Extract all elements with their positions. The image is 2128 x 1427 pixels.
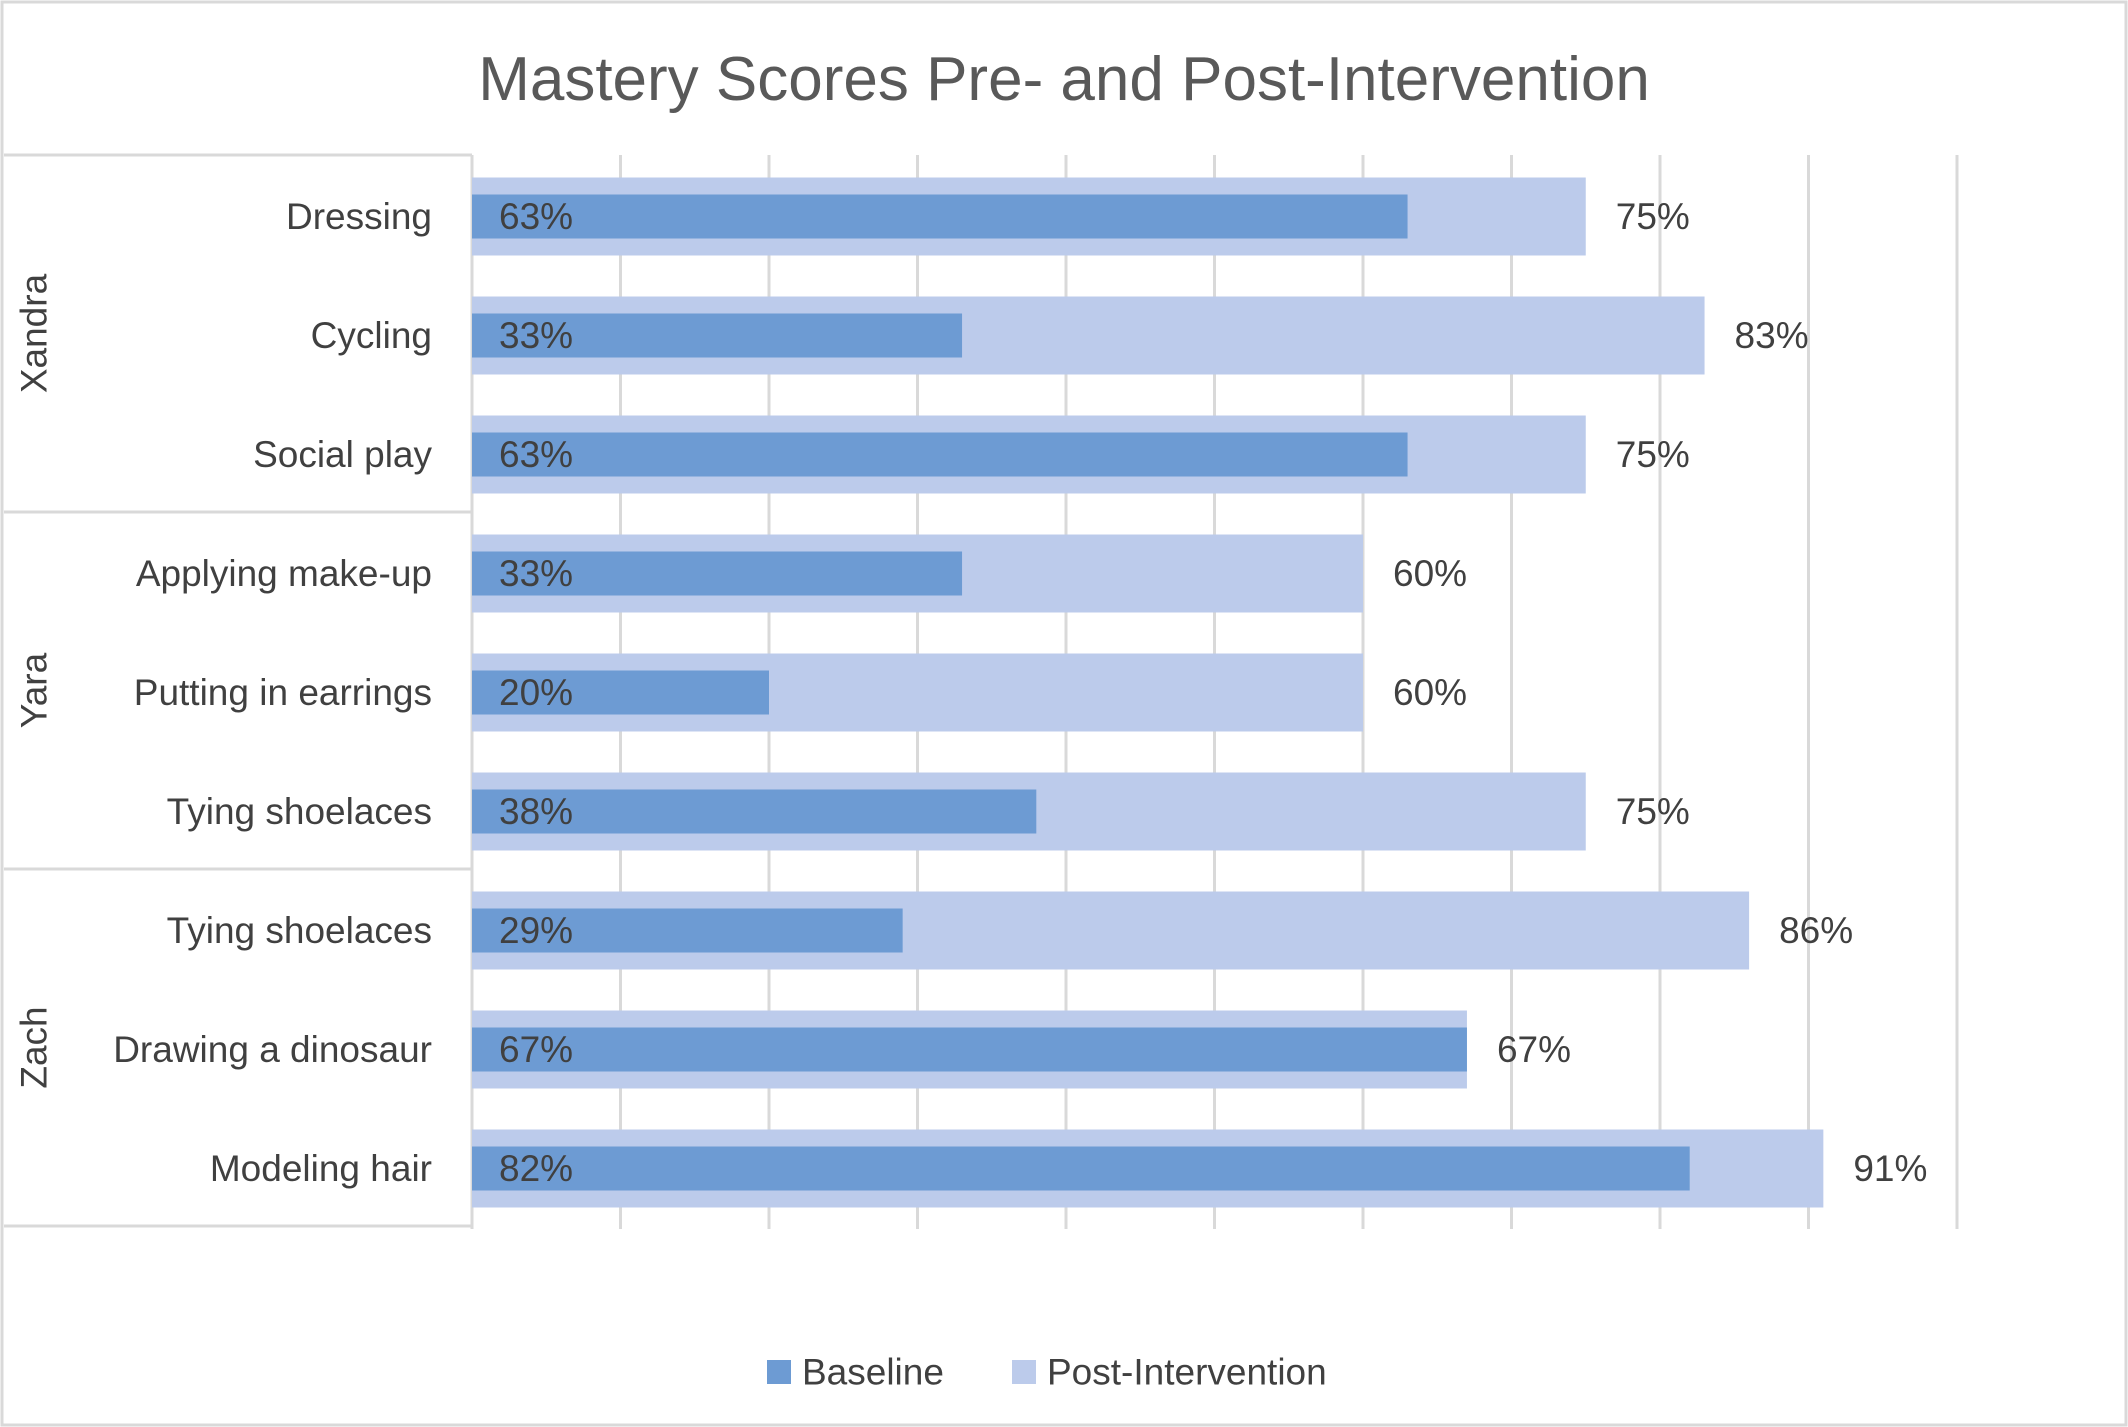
baseline-value-label: 63% <box>499 434 573 475</box>
post-intervention-value-label: 83% <box>1735 315 1809 356</box>
group-label-zach: Zach <box>14 1006 55 1088</box>
bars <box>472 177 1824 1208</box>
baseline-bar <box>472 789 1037 834</box>
baseline-bar <box>472 670 769 715</box>
legend-post-intervention: Post-Intervention <box>1012 1352 1327 1393</box>
baseline-bar <box>472 1027 1467 1072</box>
category-label: Social play <box>253 434 432 475</box>
baseline-bar <box>472 432 1408 477</box>
category-label: Putting in earrings <box>134 672 432 713</box>
category-label: Modeling hair <box>210 1148 432 1189</box>
baseline-bar <box>472 313 963 358</box>
post-intervention-value-label: 86% <box>1779 910 1853 951</box>
post-intervention-value-label: 75% <box>1616 434 1690 475</box>
baseline-value-label: 29% <box>499 910 573 951</box>
chart-title: Mastery Scores Pre- and Post-Interventio… <box>478 45 1650 114</box>
category-axis: Xandra Yara Zach Dressing Cycling Social play… <box>4 153 474 1229</box>
legend-swatch <box>767 1360 791 1384</box>
baseline-bar <box>472 1146 1690 1191</box>
category-label: Tying shoelaces <box>167 910 432 951</box>
baseline-value-label: 82% <box>499 1148 573 1189</box>
baseline-value-label: 20% <box>499 672 573 713</box>
baseline-value-label: 33% <box>499 315 573 356</box>
category-label: Tying shoelaces <box>167 791 432 832</box>
category-label: Drawing a dinosaur <box>113 1029 432 1070</box>
legend: Baseline Post-Intervention <box>767 1352 1327 1393</box>
baseline-value-label: 38% <box>499 791 573 832</box>
post-intervention-value-label: 75% <box>1616 196 1690 237</box>
post-intervention-value-label: 75% <box>1616 791 1690 832</box>
legend-swatch <box>1012 1360 1036 1384</box>
baseline-bar <box>472 194 1408 239</box>
data-labels: 63% 75% 33% 83% 63% 75% 33% 60% 20% 60% 38% 75% 29% 8… <box>499 196 1927 1189</box>
legend-baseline: Baseline <box>767 1352 944 1393</box>
baseline-value-label: 67% <box>499 1029 573 1070</box>
group-label-xandra: Xandra <box>14 273 55 393</box>
baseline-bar <box>472 908 903 953</box>
legend-label: Post-Intervention <box>1047 1352 1327 1393</box>
category-label: Dressing <box>286 196 432 237</box>
category-label: Cycling <box>311 315 432 356</box>
post-intervention-value-label: 60% <box>1393 672 1467 713</box>
post-intervention-value-label: 91% <box>1853 1148 1927 1189</box>
group-label-yara: Yara <box>14 652 55 728</box>
baseline-value-label: 33% <box>499 553 573 594</box>
legend-label: Baseline <box>802 1352 944 1393</box>
baseline-bar <box>472 551 963 596</box>
post-intervention-value-label: 67% <box>1497 1029 1571 1070</box>
post-intervention-value-label: 60% <box>1393 553 1467 594</box>
baseline-value-label: 63% <box>499 196 573 237</box>
category-label: Applying make-up <box>136 553 432 594</box>
